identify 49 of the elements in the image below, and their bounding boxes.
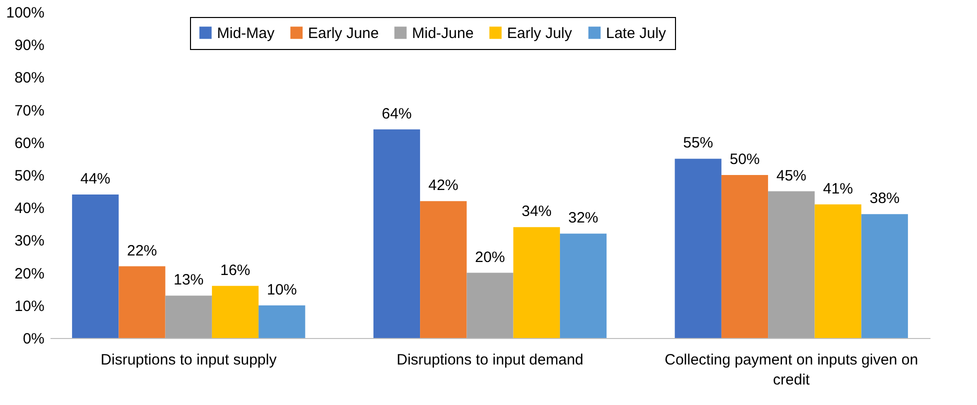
y-tick-label: 100% (6, 4, 44, 22)
data-label: 22% (126, 242, 158, 260)
bar (466, 272, 514, 338)
data-label: 44% (80, 170, 110, 188)
y-tick-label: 80% (14, 70, 44, 87)
legend-label: Late July (606, 24, 667, 42)
y-tick-label: 60% (14, 134, 44, 152)
bar (768, 191, 815, 338)
bar (861, 214, 908, 338)
data-label: 20% (474, 248, 506, 266)
bar (373, 129, 420, 338)
bar (814, 204, 862, 338)
y-tick-label: 50% (14, 168, 44, 184)
data-label: 16% (220, 262, 250, 279)
data-label: 13% (174, 272, 204, 289)
x-tick-label: Disruptions to input demand (396, 352, 584, 368)
bar (560, 234, 607, 338)
legend-label: Early July (507, 24, 573, 42)
data-label: 45% (776, 167, 806, 184)
bar (72, 194, 119, 338)
bar (258, 305, 306, 338)
data-label: 38% (870, 190, 900, 208)
legend-label: Mid-June (412, 24, 474, 42)
bar (420, 201, 467, 338)
data-label: 50% (730, 151, 760, 168)
bar (721, 175, 768, 338)
x-tick-label: Disruptions to input supply (100, 352, 278, 368)
bar (674, 158, 722, 338)
data-label: 10% (266, 281, 297, 298)
bar (165, 296, 212, 338)
data-label: 41% (822, 180, 854, 198)
legend-label: Early June (308, 24, 379, 42)
y-tick-label: 30% (14, 232, 44, 250)
y-tick-label: 10% (14, 298, 44, 315)
bar (513, 227, 560, 338)
bar (118, 266, 166, 338)
y-tick-label: 20% (14, 265, 44, 282)
x-tick-label: Collecting payment on inputs given on credit (664, 352, 918, 388)
data-label: 55% (683, 134, 714, 152)
data-label: 64% (382, 105, 412, 122)
y-tick-label: 40% (14, 200, 44, 218)
data-label: 32% (568, 210, 598, 227)
data-label: 42% (428, 177, 458, 194)
y-tick-label: 70% (14, 102, 44, 120)
y-tick-label: 0% (22, 330, 44, 348)
y-tick-label: 90% (14, 37, 44, 54)
data-label: 34% (522, 203, 552, 220)
legend-label: Mid-May (217, 24, 275, 42)
bar (212, 286, 259, 338)
